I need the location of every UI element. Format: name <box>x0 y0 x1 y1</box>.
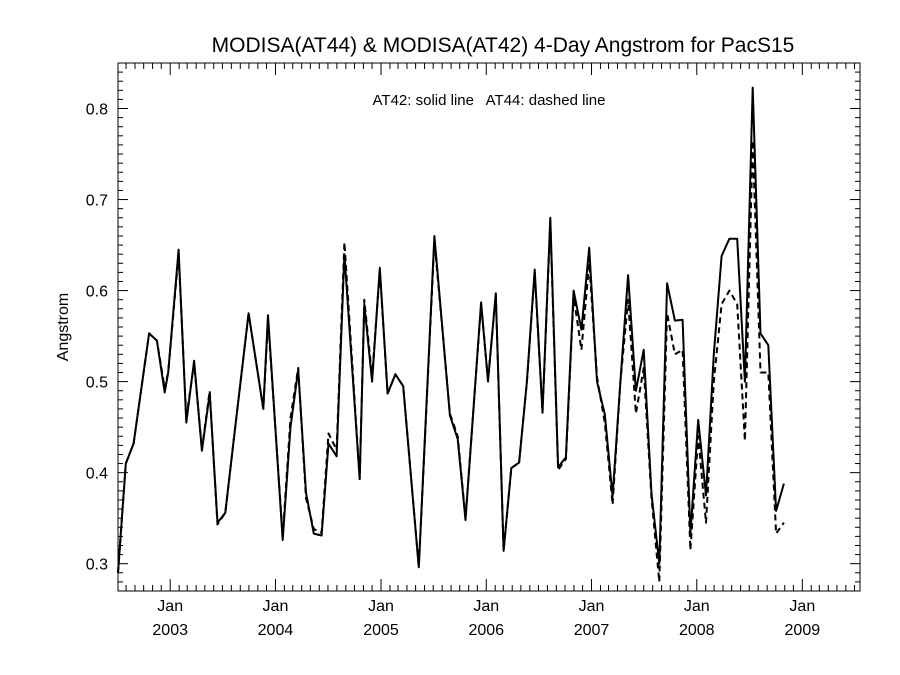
y-tick-label: 0.3 <box>86 557 108 574</box>
x-tick-year-label: 2008 <box>679 622 715 639</box>
x-tick-month-label: Jan <box>684 598 710 615</box>
series-layer <box>117 86 785 583</box>
y-tick-label: 0.8 <box>86 102 108 119</box>
x-tick-year-label: 2009 <box>785 622 821 639</box>
x-tick-month-label: Jan <box>473 598 499 615</box>
x-tick-month-label: Jan <box>368 598 394 615</box>
line-style-annotation: AT42: solid line AT44: dashed line <box>373 92 606 109</box>
y-tick-label: 0.4 <box>86 466 108 483</box>
series-line-at42 <box>117 86 785 573</box>
x-tick-month-label: Jan <box>789 598 815 615</box>
x-tick-year-label: 2007 <box>574 622 610 639</box>
x-tick-year-label: 2004 <box>258 622 294 639</box>
y-axis-label: Angstrom <box>55 293 72 361</box>
x-tick-year-label: 2006 <box>468 622 504 639</box>
x-tick-year-label: 2005 <box>363 622 399 639</box>
x-tick-month-label: Jan <box>263 598 289 615</box>
x-tick-year-label: 2003 <box>152 622 188 639</box>
chart-title: MODISA(AT44) & MODISA(AT42) 4-Day Angstr… <box>212 34 795 57</box>
y-tick-label: 0.6 <box>86 284 108 301</box>
x-axis: Jan 2003 Jan 2004 Jan 2005 Jan 2006 Jan 2007 Jan 20… <box>125 63 856 639</box>
x-tick-month-label: Jan <box>157 598 183 615</box>
y-tick-label: 0.5 <box>86 375 108 392</box>
y-axis: 0.3 0.4 0.5 0.6 0.7 0.8 <box>86 71 860 583</box>
series-line-at44 <box>117 139 785 583</box>
y-tick-label: 0.7 <box>86 193 108 210</box>
x-tick-month-label: Jan <box>579 598 605 615</box>
